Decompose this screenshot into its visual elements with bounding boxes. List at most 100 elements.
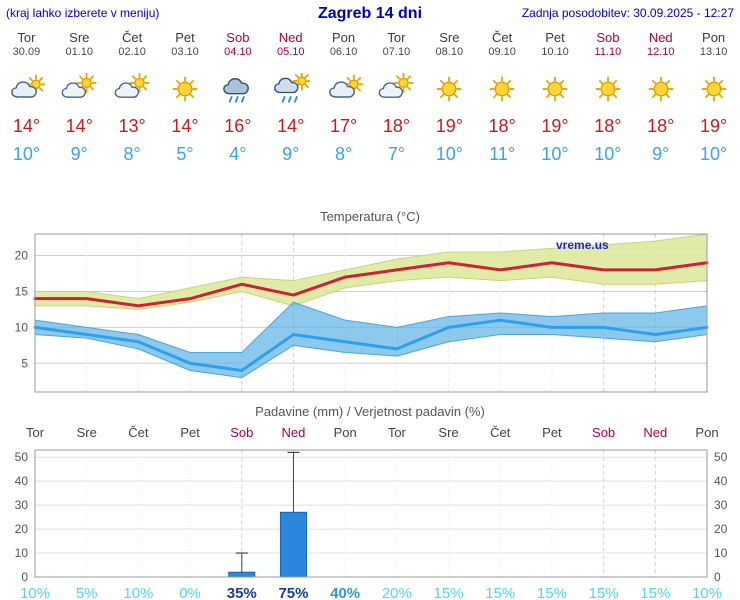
day-name-label: Pet	[545, 30, 565, 45]
partly-weather-icon	[114, 73, 150, 98]
day-name-label: Sob	[226, 30, 250, 45]
day-column[interactable]: Tor 07.10 18° 7°	[370, 30, 423, 165]
day-icon-wrap	[529, 69, 582, 109]
day-column[interactable]: Pet 03.10 14° 5°	[159, 30, 212, 165]
day-max-temp: 14°	[171, 116, 199, 136]
day-column[interactable]: Ned 05.10 14° 9°	[264, 30, 317, 165]
day-name-label: Sre	[439, 30, 460, 45]
menu-hint-link[interactable]: (kraj lahko izberete v meniju)	[6, 6, 160, 20]
day-date-label: 03.10	[171, 46, 199, 58]
day-min-temp: 9°	[652, 144, 670, 164]
day-column[interactable]: Pet 10.10 19° 10°	[529, 30, 582, 165]
day-column[interactable]: Pon 06.10 17° 8°	[317, 30, 370, 165]
precip-day-label: Ned	[281, 425, 306, 440]
svg-text:30: 30	[15, 498, 29, 512]
day-column[interactable]: Sre 08.10 19° 10°	[423, 30, 476, 165]
day-name-label: Sob	[596, 30, 620, 45]
day-icon-wrap	[423, 69, 476, 109]
day-icon-wrap	[0, 69, 53, 109]
precip-day-label: Ned	[643, 425, 668, 440]
day-min-temp: 10°	[594, 144, 622, 164]
day-column[interactable]: Sre 01.10 14° 9°	[53, 30, 106, 165]
day-max-temp: 18°	[488, 116, 516, 136]
precip-percent-label: 15%	[433, 585, 464, 600]
day-date-label: 01.10	[65, 46, 94, 58]
svg-text:40: 40	[15, 474, 29, 488]
svg-text:0: 0	[714, 570, 721, 583]
day-icon-wrap	[317, 69, 370, 109]
day-date-label: 09.10	[488, 46, 516, 58]
watermark-text: vreme.us	[556, 238, 609, 252]
svg-text:20: 20	[714, 522, 728, 536]
sunny-weather-icon	[542, 76, 568, 102]
day-column[interactable]: Sob 11.10 18° 10°	[581, 30, 634, 165]
day-name-label: Čet	[492, 30, 513, 45]
precip-day-label: Sre	[76, 425, 97, 440]
day-icon-wrap	[159, 69, 212, 109]
day-min-temp: 9°	[282, 144, 300, 164]
precip-day-label: Pet	[542, 425, 562, 440]
day-date-label: 02.10	[118, 46, 146, 58]
day-date-label: 06.10	[329, 46, 358, 58]
day-icon-wrap	[106, 69, 159, 109]
day-icon-wrap	[53, 69, 106, 109]
precipitation-chart-title: Padavine (mm) / Verjetnost padavin (%)	[255, 404, 485, 419]
day-name-label: Tor	[387, 30, 406, 45]
day-name-label: Čet	[122, 30, 143, 45]
day-name-label: Tor	[17, 30, 36, 45]
day-min-temp: 10°	[435, 144, 463, 164]
day-max-temp: 19°	[435, 116, 463, 136]
precip-percent-label: 0%	[179, 585, 201, 600]
day-column[interactable]: Ned 12.10 18° 9°	[634, 30, 687, 165]
svg-text:20: 20	[15, 249, 29, 263]
day-name-label: Pon	[332, 30, 356, 45]
day-max-temp: 14°	[277, 116, 305, 136]
day-date-label: 04.10	[224, 46, 252, 58]
page-title: Zagreb 14 dni	[317, 5, 423, 22]
page-header: (kraj lahko izberete v meniju) Zagreb 14…	[0, 0, 740, 26]
day-icon-wrap	[687, 69, 740, 109]
precip-day-label: Pon	[695, 425, 719, 440]
precip-percent-label: 15%	[536, 585, 567, 600]
day-min-temp: 10°	[12, 144, 41, 164]
sunny-weather-icon	[489, 76, 515, 102]
svg-text:50: 50	[15, 450, 29, 464]
svg-text:10: 10	[15, 546, 29, 560]
day-column[interactable]: Čet 02.10 13° 8°	[106, 30, 159, 165]
day-min-temp: 10°	[699, 144, 728, 164]
day-column[interactable]: Čet 09.10 18° 11°	[476, 30, 529, 165]
precip-percent-label: 10%	[691, 585, 723, 600]
precip-percent-label: 35%	[226, 585, 257, 600]
precip-day-label: Sre	[438, 425, 459, 440]
day-icon-wrap	[211, 69, 264, 109]
sunny-weather-icon	[648, 76, 674, 102]
precip-percent-label: 10%	[19, 585, 51, 600]
day-column[interactable]: Tor 30.09 14° 10°	[0, 30, 53, 165]
day-column[interactable]: Pon 13.10 19° 10°	[687, 30, 740, 165]
forecast-days-row: Tor 30.09 14° 10° Sre 01.10 14° 9° Čet 02.10 13° 8°…	[0, 30, 740, 165]
day-min-temp: 4°	[229, 144, 247, 164]
precip-percent-label: 20%	[381, 585, 412, 600]
mostly-weather-icon	[328, 74, 363, 98]
sunny-weather-icon	[172, 76, 198, 102]
precip-day-labels: Tor Sre Čet Pet Sob Ned Pon Tor Sre Čet Pet Sob Ned P…	[0, 425, 740, 443]
precip-day-label: Pon	[333, 425, 357, 440]
svg-text:10: 10	[714, 546, 728, 560]
precip-day-label: Čet	[490, 425, 511, 440]
day-date-label: 11.10	[594, 46, 622, 58]
precip-day-label: Sob	[592, 425, 616, 440]
temperature-chart-title: Temperatura (°C)	[320, 209, 420, 224]
precip-day-label: Tor	[387, 425, 406, 440]
day-max-temp: 19°	[541, 116, 569, 136]
precipitation-chart: 0 0 10 10 20 20 30 30 40 40 50 50	[15, 449, 728, 583]
day-min-temp: 11°	[489, 144, 516, 164]
day-name-label: Sre	[69, 30, 90, 45]
svg-text:0: 0	[21, 570, 28, 583]
day-column[interactable]: Sob 04.10 16° 4°	[211, 30, 264, 165]
mostly-weather-icon	[11, 74, 46, 98]
precip-day-label: Pet	[180, 425, 200, 440]
day-max-temp: 18°	[647, 116, 675, 136]
svg-text:30: 30	[714, 498, 728, 512]
precip-day-label: Tor	[25, 425, 45, 440]
